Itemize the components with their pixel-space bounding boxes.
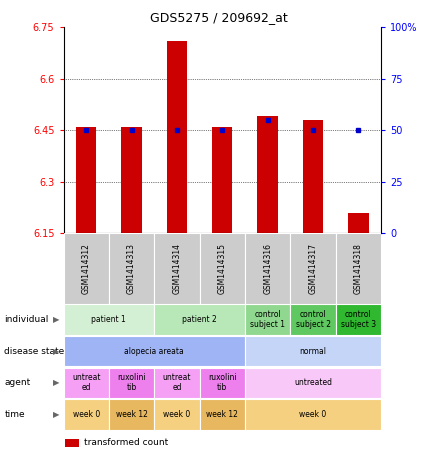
Bar (258, 116, 278, 233)
Bar (154, 233, 200, 304)
Bar (245, 399, 381, 430)
Text: GDS5275 / 209692_at: GDS5275 / 209692_at (150, 11, 288, 24)
Bar (290, 304, 336, 335)
Bar (245, 233, 290, 304)
Text: ▶: ▶ (53, 378, 59, 387)
Bar (212, 127, 233, 233)
Text: agent: agent (4, 378, 31, 387)
Bar (121, 127, 142, 233)
Text: disease state: disease state (4, 347, 65, 356)
Text: transformed count: transformed count (84, 439, 168, 447)
Text: ruxolini
tib: ruxolini tib (117, 373, 146, 392)
Text: GSM1414312: GSM1414312 (82, 243, 91, 294)
Text: untreat
ed: untreat ed (162, 373, 191, 392)
Bar (303, 120, 323, 233)
Text: ruxolini
tib: ruxolini tib (208, 373, 237, 392)
Bar (154, 304, 245, 335)
Bar (245, 304, 290, 335)
Bar (109, 233, 154, 304)
Bar (200, 233, 245, 304)
Text: ▶: ▶ (53, 347, 59, 356)
Text: GSM1414315: GSM1414315 (218, 243, 227, 294)
Bar (109, 399, 154, 430)
Text: control
subject 1: control subject 1 (250, 310, 285, 329)
Text: week 12: week 12 (116, 410, 148, 419)
Bar (76, 127, 96, 233)
Bar (64, 399, 109, 430)
Text: week 0: week 0 (163, 410, 191, 419)
Bar (109, 367, 154, 398)
Bar (154, 399, 200, 430)
Text: ▶: ▶ (53, 315, 59, 324)
Bar (290, 233, 336, 304)
Bar (200, 367, 245, 398)
Text: patient 1: patient 1 (92, 315, 126, 324)
Text: untreated: untreated (294, 378, 332, 387)
Bar (154, 367, 200, 398)
Text: time: time (4, 410, 25, 419)
Text: week 0: week 0 (300, 410, 327, 419)
Bar (64, 367, 109, 398)
Bar (200, 399, 245, 430)
Text: individual: individual (4, 315, 49, 324)
Bar (336, 304, 381, 335)
Text: normal: normal (300, 347, 326, 356)
Bar (64, 336, 245, 366)
Bar (64, 233, 109, 304)
Text: ▶: ▶ (53, 410, 59, 419)
Text: GSM1414317: GSM1414317 (308, 243, 318, 294)
Bar (65, 439, 79, 447)
Bar (167, 41, 187, 233)
Text: GSM1414314: GSM1414314 (173, 243, 181, 294)
Bar (64, 304, 154, 335)
Text: GSM1414318: GSM1414318 (354, 243, 363, 294)
Text: week 0: week 0 (73, 410, 100, 419)
Text: week 12: week 12 (206, 410, 238, 419)
Text: GSM1414316: GSM1414316 (263, 243, 272, 294)
Text: control
subject 3: control subject 3 (341, 310, 376, 329)
Bar (336, 233, 381, 304)
Text: untreat
ed: untreat ed (72, 373, 100, 392)
Bar (245, 336, 381, 366)
Bar (348, 213, 369, 233)
Text: GSM1414313: GSM1414313 (127, 243, 136, 294)
Bar (245, 367, 381, 398)
Text: control
subject 2: control subject 2 (296, 310, 331, 329)
Text: alopecia areata: alopecia areata (124, 347, 184, 356)
Text: patient 2: patient 2 (182, 315, 217, 324)
